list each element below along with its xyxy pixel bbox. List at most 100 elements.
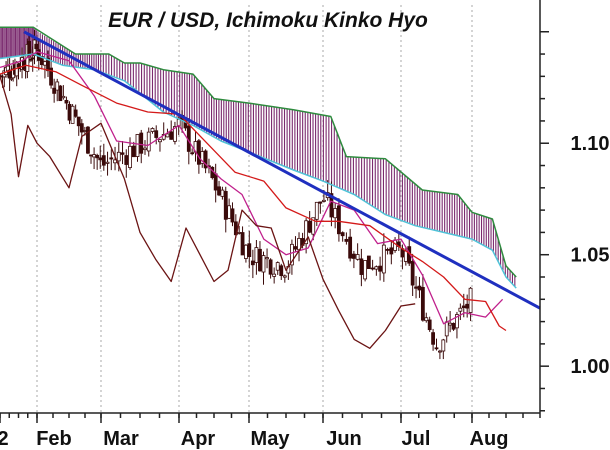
candle-body — [389, 247, 394, 255]
candle-body — [410, 260, 415, 286]
axes — [0, 0, 549, 423]
candle-body — [92, 154, 96, 158]
candle-body — [82, 130, 87, 132]
candle-body — [223, 191, 228, 220]
candle-body — [237, 232, 242, 234]
candle-body — [363, 260, 368, 280]
candle-body — [131, 145, 136, 158]
candle-body — [64, 99, 69, 104]
candle-body — [158, 139, 162, 143]
candle-body — [293, 246, 298, 250]
candle-body — [230, 208, 235, 223]
candle-body — [340, 232, 345, 237]
tenkan-sen-line — [0, 51, 504, 325]
candle-body — [420, 287, 425, 321]
candle-body — [79, 123, 84, 133]
kijun-sen-line — [0, 64, 507, 332]
candle-body — [311, 217, 316, 235]
candle-body — [431, 332, 435, 345]
tick-labels: 2 Feb Mar Apr May Jun Jul Aug 1.00 1.05 1.10 — [0, 133, 609, 450]
x-tick-label: Feb — [36, 428, 72, 450]
candle-body — [190, 152, 195, 155]
candle-body — [265, 257, 269, 260]
chikou-span-line — [0, 76, 416, 349]
candle-body — [220, 189, 225, 197]
candle-body — [29, 58, 33, 61]
candle-body — [461, 305, 466, 309]
candle-body — [135, 134, 140, 157]
candle-body — [73, 109, 78, 117]
candle-body — [465, 303, 470, 309]
candle-body — [424, 317, 429, 322]
candle-body — [240, 232, 245, 256]
candle-body — [337, 205, 341, 235]
candle-body — [9, 77, 14, 80]
candle-body — [417, 285, 422, 291]
trendline-line — [23, 30, 541, 310]
candle-body — [70, 105, 75, 124]
x-tick-label: Jun — [326, 428, 362, 450]
candle-body — [124, 155, 129, 165]
candle-body — [247, 243, 252, 258]
candle-body — [381, 244, 386, 274]
y-tick-label: 1.00 — [571, 356, 610, 378]
candle-body — [441, 339, 446, 352]
candle-body — [290, 243, 294, 266]
candle-body — [52, 87, 57, 94]
candle-body — [355, 254, 360, 260]
candle-body — [329, 193, 334, 218]
candle-body — [196, 140, 201, 165]
candle-body — [304, 220, 309, 245]
x-tick-label: Aug — [470, 428, 509, 450]
candle-body — [86, 126, 90, 154]
candle-body — [344, 238, 349, 242]
x-tick-label: Apr — [181, 428, 216, 450]
candle-body — [333, 208, 338, 219]
candle-body — [307, 220, 312, 233]
candle-body — [385, 249, 390, 251]
candle-body — [213, 173, 218, 191]
candle-body — [366, 255, 371, 270]
candle-body — [49, 67, 53, 86]
candle-body — [76, 116, 81, 127]
candle-body — [434, 347, 439, 350]
chart-title: EUR / USD, Ichimoku Kinko Hyo — [108, 9, 428, 32]
candle-body — [101, 155, 106, 166]
candle-body — [146, 131, 151, 152]
candle-body — [34, 43, 39, 50]
candle-body — [98, 157, 103, 161]
candle-body — [272, 273, 277, 277]
candle-body — [150, 128, 155, 132]
kumo-cloud-upper-line — [0, 26, 517, 278]
candle-body — [451, 322, 456, 330]
candle-body — [414, 286, 418, 289]
candle-body — [55, 81, 60, 91]
candle-body — [359, 258, 364, 275]
candle-body — [58, 85, 63, 102]
candle-body — [173, 126, 177, 142]
candle-body — [165, 133, 170, 138]
candle-body — [370, 267, 375, 270]
y-tick-label: 1.05 — [571, 245, 610, 267]
candle-body — [143, 147, 147, 151]
candle-body — [448, 322, 453, 326]
candle-body — [282, 275, 287, 278]
candle-body — [39, 55, 44, 66]
candle-body — [244, 244, 248, 259]
candle-body — [254, 247, 259, 263]
candle-body — [217, 186, 221, 196]
candle-body — [314, 201, 319, 220]
candle-body — [95, 154, 100, 159]
candle-body — [444, 321, 449, 337]
candle-body — [275, 262, 280, 271]
y-tick-label: 1.10 — [571, 133, 610, 155]
candle-body — [89, 154, 93, 157]
candle-body — [258, 248, 262, 272]
grid — [36, 5, 473, 413]
candle-body — [203, 150, 208, 169]
candle-body — [109, 157, 114, 160]
candle-body — [261, 255, 266, 273]
candle-body — [105, 161, 110, 164]
candle-body — [67, 103, 72, 121]
